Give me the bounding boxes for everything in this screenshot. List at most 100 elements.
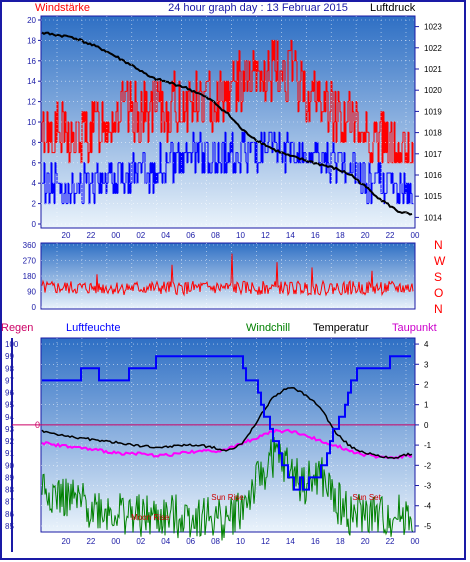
compass-label: W [434,254,446,268]
wind-axis-ticks: 0 2 4 6 8 10 12 14 16 18 20 [27,16,41,229]
humidity-tick-label: 93 [5,425,14,434]
pressure-axis-ticks: 1014 1015 1016 1017 1018 1019 1020 1021 1022 1023 [415,23,442,222]
temperature-tick-label: 1 [424,401,429,410]
x-tick-label: 02 [136,537,145,546]
compass-label: N [434,302,443,316]
temperature-tick-label: -3 [424,482,432,491]
x-tick-label: 04 [161,231,170,240]
x-tick-label: 06 [186,231,195,240]
direction-tick-label: 180 [23,272,37,281]
pressure-line [41,31,413,216]
wind-tick-label: 2 [32,200,37,209]
x-tick-label: 14 [286,231,295,240]
legend-humidity: Luftfeuchte [66,322,120,334]
temperature-tick-label: -1 [424,441,432,450]
temperature-tick-label: 4 [424,340,429,349]
pressure-tick-label: 1019 [424,107,442,116]
header-right-title: Luftdruck [370,2,416,14]
humidity-tick-label: 90 [5,461,14,470]
pressure-tick-label: 1020 [424,86,442,95]
humidity-tick-label: 96 [5,389,14,398]
wind-tick-label: 14 [27,77,36,86]
pressure-tick-label: 1014 [424,213,442,222]
compass-label: N [434,238,443,252]
x-tick-label: 00 [411,537,420,546]
humidity-panel-x-labels: 20 22 00 02 04 06 08 10 12 14 16 18 20 22 00 [62,537,420,546]
x-tick-label: 08 [211,537,220,546]
humidity-tick-label: 86 [5,510,14,519]
x-tick-label: 04 [161,537,170,546]
humidity-tick-label: 94 [5,413,14,422]
direction-tick-label: 360 [23,241,37,250]
x-tick-label: 12 [261,231,270,240]
x-tick-label: 22 [386,537,395,546]
temperature-line [41,386,413,459]
wind-panel-grid [41,16,415,228]
compass-label: S [434,270,442,284]
humidity-tick-label: 98 [5,364,14,373]
x-tick-label: 10 [236,231,245,240]
x-tick-label: 00 [111,231,120,240]
humidity-tick-label: 99 [5,352,14,361]
wind-panel-x-labels: 20 22 00 02 04 06 08 10 12 14 16 18 20 22 00 [62,231,420,240]
dewpoint-line [41,428,413,460]
humidity-tick-label: 85 [5,522,14,531]
wind-tick-label: 6 [32,159,37,168]
temperature-axis-ticks: 4 3 2 1 0 -1 -2 -3 -4 -5 [415,340,432,531]
x-tick-label: 18 [336,537,345,546]
humidity-axis-ticks: 85 86 87 88 89 90 91 92 93 94 95 96 97 98 99 100 [5,340,19,531]
x-tick-label: 22 [86,537,95,546]
x-tick-label: 00 [411,231,420,240]
x-tick-label: 20 [361,231,370,240]
humidity-line [42,355,411,491]
x-tick-label: 12 [261,537,270,546]
pressure-tick-label: 1022 [424,44,442,53]
wind-tick-label: 4 [32,179,37,188]
humidity-tick-label: 92 [5,437,14,446]
rain-zero-label: 0 [35,420,40,430]
direction-tick-label: 0 [32,303,37,312]
header-center-title: 24 hour graph day : 13 Februar 2015 [168,2,348,14]
x-tick-label: 08 [211,231,220,240]
sun-moon-annotations: Sun Rise Sun Set Moon Rise [131,493,382,522]
x-tick-label: 10 [236,537,245,546]
x-tick-label: 16 [311,231,320,240]
humidity-tick-label: 97 [5,376,14,385]
x-tick-label: 20 [62,537,71,546]
wind-tick-label: 18 [27,36,36,45]
pressure-tick-label: 1017 [424,150,442,159]
temperature-tick-label: 2 [424,380,429,389]
wind-tick-label: 8 [32,138,37,147]
temperature-tick-label: 0 [424,421,429,430]
wind-tick-label: 10 [27,118,36,127]
pressure-tick-label: 1018 [424,129,442,138]
windchill-line [41,436,414,541]
direction-axis-ticks: 0 90 180 270 360 [23,241,37,312]
pressure-tick-label: 1021 [424,65,442,74]
legend-windchill: Windchill [246,322,290,334]
direction-panel-background [40,242,416,310]
wind-tick-label: 20 [27,16,36,25]
humidity-tick-label: 95 [5,401,14,410]
wind-tick-label: 12 [27,98,36,107]
x-tick-label: 16 [311,537,320,546]
x-tick-label: 06 [186,537,195,546]
temperature-tick-label: -2 [424,461,432,470]
humidity-panel-grid [41,338,415,532]
humidity-tick-label: 91 [5,449,14,458]
pressure-tick-label: 1015 [424,192,442,201]
temperature-tick-label: -5 [424,522,432,531]
x-tick-label: 00 [111,537,120,546]
x-tick-label: 20 [62,231,71,240]
x-tick-label: 02 [136,231,145,240]
direction-tick-label: 270 [23,257,37,266]
x-tick-label: 22 [386,231,395,240]
wind-tick-label: 0 [32,220,37,229]
temperature-tick-label: 3 [424,360,429,369]
x-tick-label: 20 [361,537,370,546]
wind-direction-line [41,253,414,297]
pressure-tick-label: 1023 [424,23,442,32]
pressure-tick-label: 1016 [424,171,442,180]
